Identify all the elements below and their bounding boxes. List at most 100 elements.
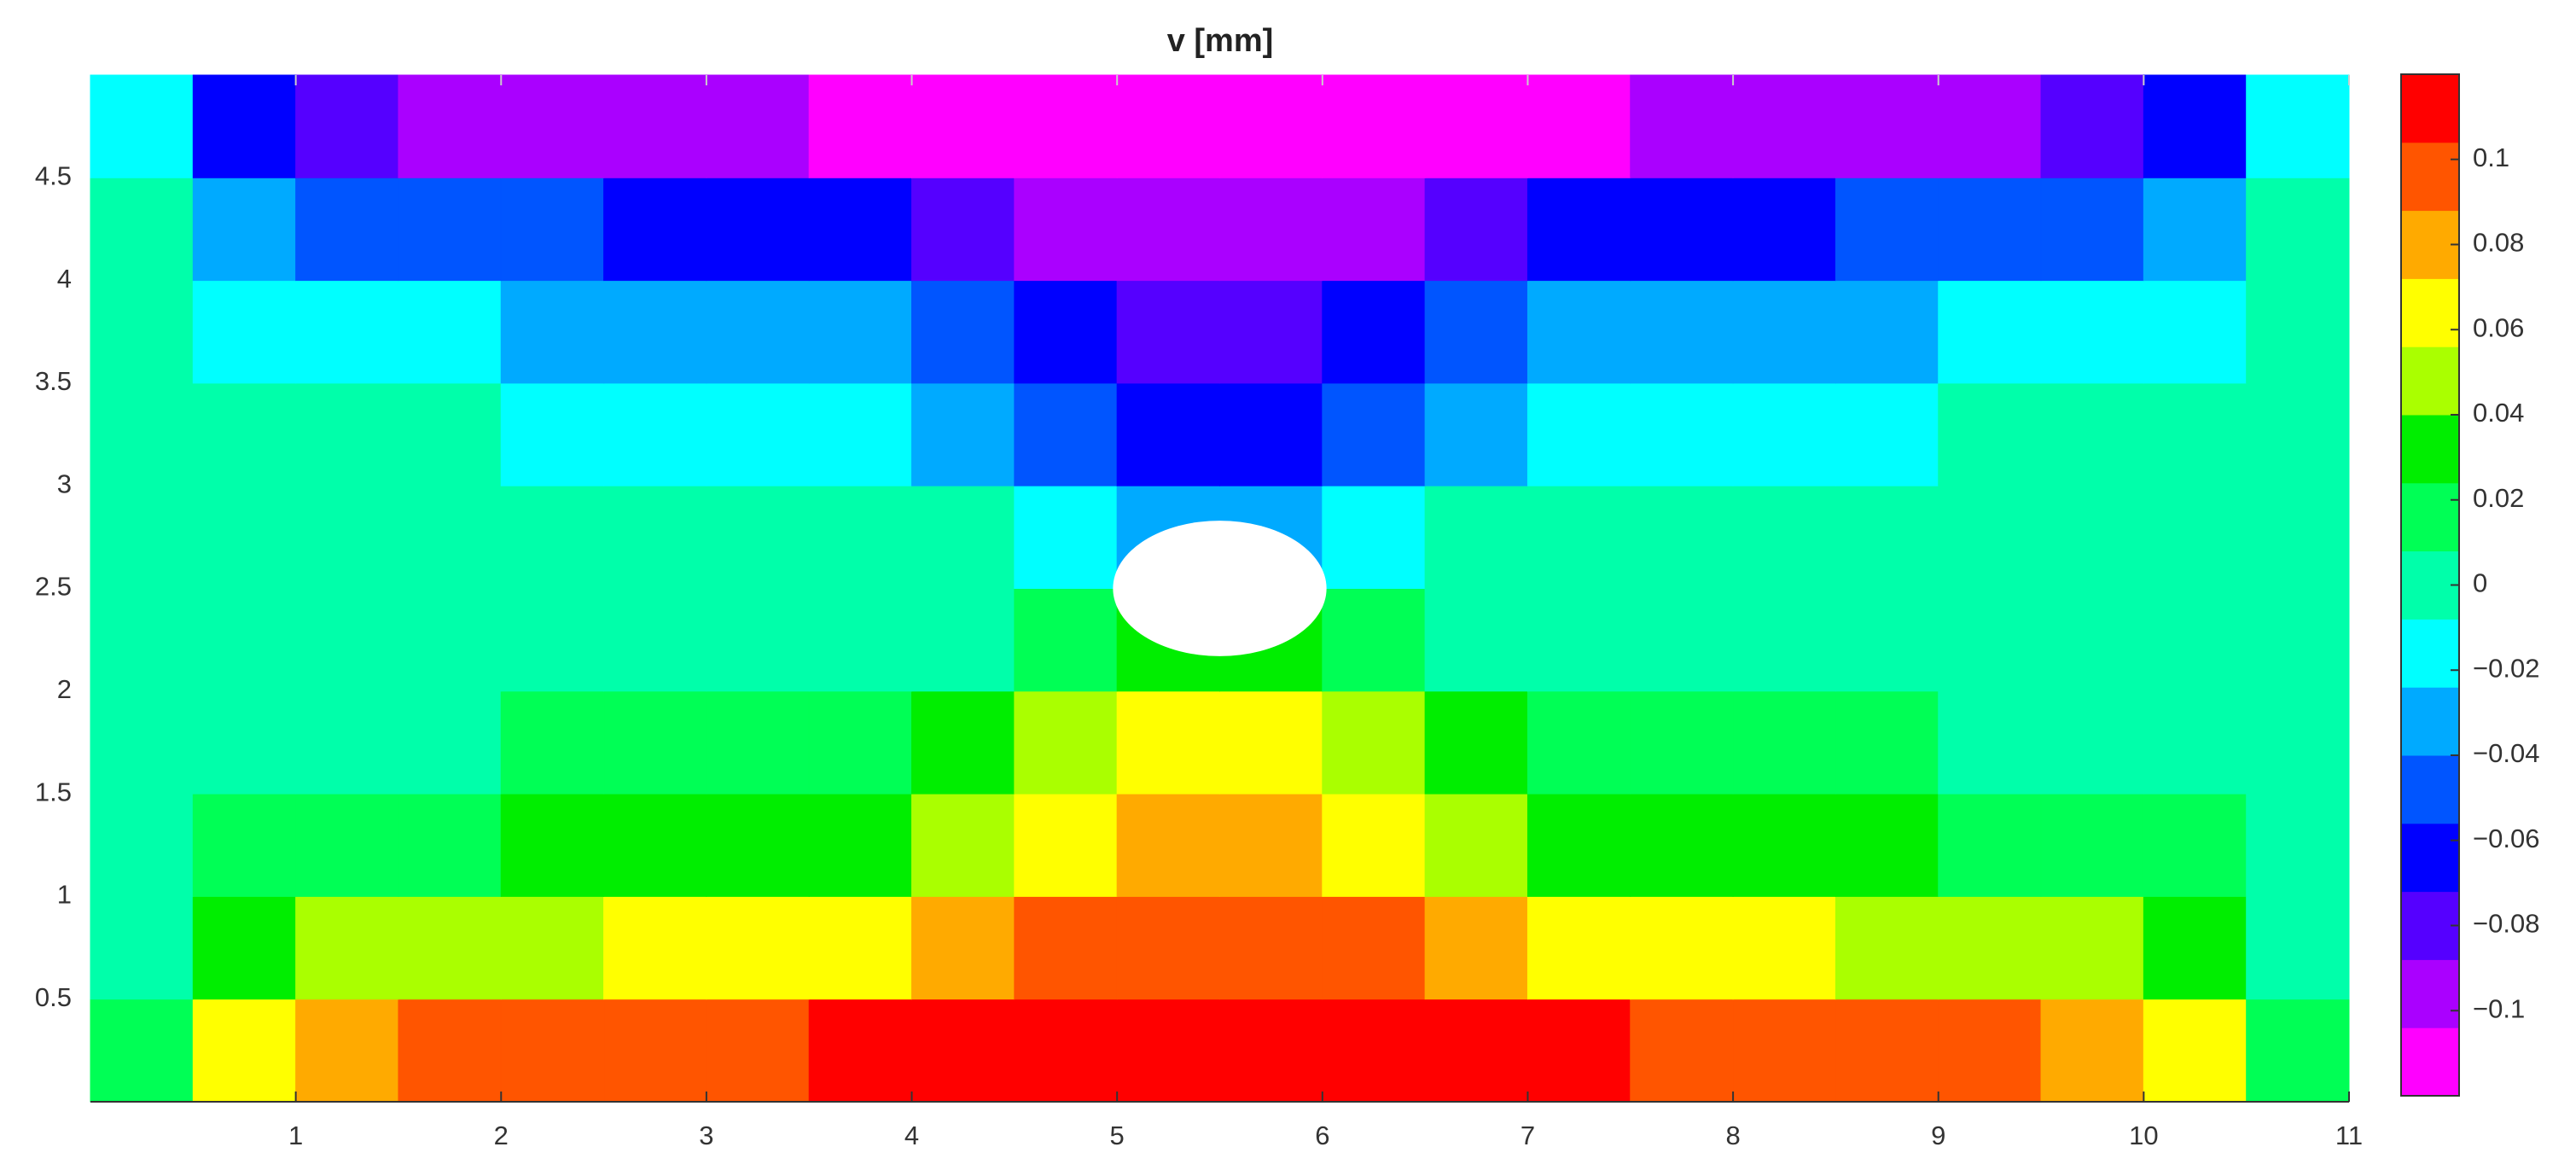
contour-cell (1322, 690, 1426, 795)
contour-cell (2246, 895, 2350, 1000)
y-tick-label: 1 (57, 880, 72, 910)
contour-cell (1938, 280, 2042, 384)
contour-cell (1526, 690, 1631, 795)
contour-cell (192, 382, 297, 486)
contour-cell (603, 382, 707, 486)
contour-cell (1630, 280, 1734, 384)
colorbar-band (2401, 74, 2459, 143)
contour-cell (2246, 690, 2350, 795)
colorbar-tick-label: 0.02 (2473, 483, 2524, 513)
contour-cell (1732, 998, 1836, 1103)
contour-cell (192, 998, 297, 1103)
contour-cell (500, 588, 605, 692)
contour-cell (808, 895, 913, 1000)
contour-cell (295, 895, 399, 1000)
contour-cell (808, 998, 913, 1103)
contour-cell (911, 895, 1015, 1000)
contour-cell (90, 998, 194, 1103)
contour-cell (1219, 998, 1323, 1103)
contour-cell (808, 485, 913, 590)
contour-cell (2040, 74, 2144, 178)
y-tick-label: 1.5 (35, 777, 72, 806)
contour-cell (2246, 485, 2350, 590)
colorbar-tick-label: −0.06 (2473, 824, 2539, 853)
colorbar-band (2401, 415, 2459, 484)
contour-cell (603, 998, 707, 1103)
contour-cell (295, 793, 399, 897)
contour-cell (1116, 177, 1220, 282)
contour-cell (1938, 998, 2042, 1103)
contour-cell (90, 177, 194, 282)
contour-cell (1014, 690, 1118, 795)
contour-cell (90, 588, 194, 692)
contour-cell (500, 74, 605, 178)
contour-cell (1424, 74, 1528, 178)
contour-cell (1630, 485, 1734, 590)
colorbar-band (2401, 619, 2459, 688)
contour-cell (808, 690, 913, 795)
contour-cell (1938, 485, 2042, 590)
contour-cell (603, 280, 707, 384)
contour-cell (706, 177, 810, 282)
contour-cell (706, 588, 810, 692)
colorbar-tick-label: 0.08 (2473, 228, 2524, 258)
contour-cell (398, 382, 502, 486)
contour-cell (603, 690, 707, 795)
x-tick-label: 9 (1931, 1121, 1945, 1150)
contour-cell (2040, 177, 2144, 282)
contour-cell (1116, 280, 1220, 384)
y-tick-label: 2.5 (35, 572, 72, 602)
contour-cell (1835, 895, 1939, 1000)
contour-cell (2143, 588, 2247, 692)
contour-cell (500, 382, 605, 486)
contour-cell (1424, 895, 1528, 1000)
contour-cell (1014, 177, 1118, 282)
contour-cell (1424, 382, 1528, 486)
contour-cell (500, 485, 605, 590)
contour-cell (1732, 177, 1836, 282)
contour-cell (1835, 177, 1939, 282)
contour-cell (1322, 382, 1426, 486)
contour-cell (1116, 998, 1220, 1103)
contour-cell (1526, 895, 1631, 1000)
contour-cell (603, 793, 707, 897)
contour-cell (2040, 690, 2144, 795)
contour-cell (1835, 690, 1939, 795)
contour-cell (398, 793, 502, 897)
contour-cell (1219, 382, 1323, 486)
contour-cell (90, 280, 194, 384)
contour-cell (398, 280, 502, 384)
contour-cell (2143, 690, 2247, 795)
contour-cell (1732, 74, 1836, 178)
contour-cell (2143, 793, 2247, 897)
colorbar-band (2401, 687, 2459, 756)
contour-cell (1424, 177, 1528, 282)
contour-cell (1424, 690, 1528, 795)
hole (1113, 521, 1327, 656)
contour-cell (1219, 895, 1323, 1000)
contour-cell (706, 382, 810, 486)
x-tick-label: 1 (288, 1121, 303, 1150)
contour-cell (911, 74, 1015, 178)
contour-cell (706, 280, 810, 384)
x-tick-label: 8 (1725, 1121, 1740, 1150)
contour-cell (192, 74, 297, 178)
colorbar-band (2401, 346, 2459, 416)
contour-cell (398, 485, 502, 590)
contour-cell (706, 485, 810, 590)
contour-cell (1014, 998, 1118, 1103)
contour-cell (1116, 74, 1220, 178)
contour-cell (295, 588, 399, 692)
contour-cell (295, 74, 399, 178)
contour-cell (192, 177, 297, 282)
contour-cell (1116, 793, 1220, 897)
contour-cell (603, 177, 707, 282)
contour-cell (1835, 74, 1939, 178)
contour-cell (1835, 280, 1939, 384)
contour-cell (90, 74, 194, 178)
contour-cell (2143, 280, 2247, 384)
contour-cell (1526, 382, 1631, 486)
contour-cell (1322, 588, 1426, 692)
contour-cell (500, 690, 605, 795)
contour-cell (1732, 280, 1836, 384)
